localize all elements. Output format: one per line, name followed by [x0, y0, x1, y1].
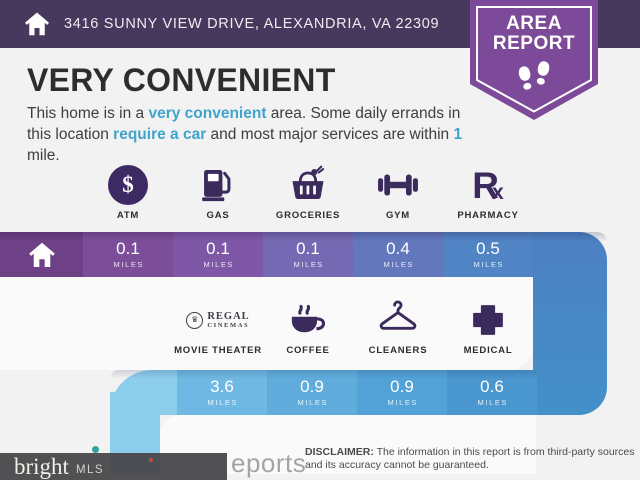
home-icon — [25, 12, 49, 36]
service-label-gym: GYM — [385, 210, 411, 221]
summary-paragraph: This home is in a very convenient area. … — [27, 105, 463, 164]
service-label-pharmacy: PHARMACY — [457, 210, 519, 221]
service-gas: GAS — [173, 163, 263, 221]
reports-caption-fragment: eports — [231, 448, 307, 478]
service-label-atm: ATM — [116, 210, 140, 221]
page-title: VERY CONVENIENT — [27, 62, 336, 98]
distance-segment-coffee: 0.9 MILES — [267, 370, 357, 415]
grocery-basket-icon — [263, 163, 353, 207]
service-coffee: COFFEE — [263, 298, 353, 356]
distance-segment-groceries: 0.1 MILES — [263, 232, 353, 277]
footprints-icon — [518, 61, 550, 90]
bar-rounded-cap — [110, 370, 177, 415]
service-groceries: GROCERIES — [263, 163, 353, 221]
service-atm: $ ATM — [83, 163, 173, 221]
distance-segment-cleaners: 0.9 MILES — [357, 370, 447, 415]
atm-dollar-icon: $ — [83, 163, 173, 207]
badge-title-line2: REPORT — [492, 33, 576, 54]
property-address: 3416 SUNNY VIEW DRIVE, ALEXANDRIA, VA 22… — [64, 16, 440, 32]
distance-segment-atm: 0.1 MILES — [83, 232, 173, 277]
logo-red-dot — [149, 458, 153, 462]
distance-bar-row2: 3.6 MILES 0.9 MILES 0.9 MILES 0.6 MILES — [110, 370, 537, 415]
service-label-movie-theater: MOVIE THEATER — [174, 345, 262, 356]
brightmls-watermark: bright MLS — [0, 453, 227, 480]
ribbon-shape — [470, 0, 598, 120]
regal-crown-icon: ♛ — [186, 311, 204, 329]
content-panel-upper — [0, 277, 533, 370]
summary-highlight-mile: 1 — [453, 126, 463, 143]
service-label-gas: GAS — [206, 210, 230, 221]
summary-highlight-car: require a car — [113, 126, 207, 143]
hanger-icon — [353, 298, 443, 342]
coffee-cup-icon — [263, 298, 353, 342]
service-label-groceries: GROCERIES — [275, 210, 341, 221]
brightmls-logo: bright — [14, 454, 69, 479]
bar-connector-right — [533, 232, 607, 415]
distance-segment-gym: 0.4 MILES — [353, 232, 443, 277]
distance-segment-gas: 0.1 MILES — [173, 232, 263, 277]
service-label-coffee: COFFEE — [286, 345, 330, 356]
service-label-cleaners: CLEANERS — [368, 345, 428, 356]
dumbbell-icon — [353, 163, 443, 207]
summary-text: This home is in a — [27, 105, 149, 122]
distance-segment-pharmacy: 0.5 MILES — [443, 232, 533, 277]
service-medical: MEDICAL — [443, 298, 533, 356]
distance-bar-row1: 0.1 MILES 0.1 MILES 0.1 MILES 0.4 MILES 0.5 M… — [0, 232, 533, 277]
summary-highlight-convenient: very convenient — [148, 105, 267, 122]
area-report-badge: AREA REPORT — [470, 0, 598, 120]
disclaimer-text: DISCLAIMER: The information in this repo… — [305, 446, 635, 471]
service-cleaners: CLEANERS — [353, 298, 443, 356]
home-icon — [28, 242, 55, 267]
service-label-medical: MEDICAL — [463, 345, 513, 356]
distance-segment-movie-theater: 3.6 MILES — [177, 370, 267, 415]
service-movie-theater: ♛ REGAL CINEMAS MOVIE THEATER — [173, 298, 263, 356]
service-gym: GYM — [353, 163, 443, 221]
regal-cinemas-logo: ♛ REGAL CINEMAS — [173, 298, 263, 342]
home-marker-segment — [0, 232, 83, 277]
badge-title-line1: AREA — [506, 13, 562, 34]
distance-segment-medical: 0.6 MILES — [447, 370, 537, 415]
logo-teal-dot — [92, 446, 99, 453]
gas-pump-icon — [173, 163, 263, 207]
medical-cross-icon — [443, 298, 533, 342]
